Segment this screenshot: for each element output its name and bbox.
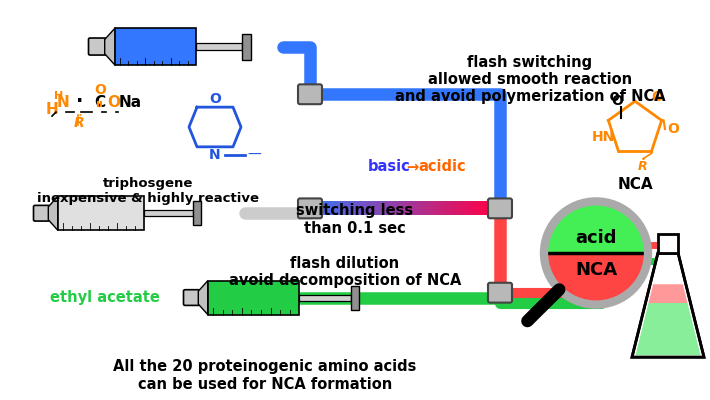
Text: acid: acid bbox=[575, 228, 617, 246]
FancyBboxPatch shape bbox=[33, 205, 50, 221]
Polygon shape bbox=[104, 28, 115, 65]
Bar bbox=[58, 196, 143, 230]
Text: H: H bbox=[46, 102, 59, 117]
FancyBboxPatch shape bbox=[488, 198, 512, 218]
Text: ethyl acetate: ethyl acetate bbox=[50, 290, 160, 305]
Text: O: O bbox=[94, 83, 106, 97]
Polygon shape bbox=[48, 196, 58, 230]
Text: →: → bbox=[406, 159, 418, 174]
Text: O: O bbox=[209, 92, 221, 106]
Polygon shape bbox=[635, 303, 701, 355]
Circle shape bbox=[544, 202, 648, 304]
FancyBboxPatch shape bbox=[298, 84, 322, 104]
Text: All the 20 proteinogenic amino acids
can be used for NCA formation: All the 20 proteinogenic amino acids can… bbox=[114, 359, 417, 392]
Text: O: O bbox=[107, 95, 120, 110]
Text: acidic: acidic bbox=[418, 159, 466, 174]
Bar bbox=[658, 234, 678, 253]
Wedge shape bbox=[547, 204, 645, 253]
Text: —: — bbox=[247, 148, 261, 162]
FancyBboxPatch shape bbox=[298, 198, 322, 218]
Polygon shape bbox=[648, 284, 687, 303]
Text: O: O bbox=[611, 94, 623, 108]
FancyBboxPatch shape bbox=[488, 283, 512, 303]
Text: flash switching
allowed smooth reaction
and avoid polymerization of NCA: flash switching allowed smooth reaction … bbox=[395, 54, 665, 104]
Bar bbox=[351, 286, 359, 310]
FancyBboxPatch shape bbox=[183, 290, 200, 306]
Text: flash dilution
avoid decomposition of NCA: flash dilution avoid decomposition of NC… bbox=[229, 256, 462, 288]
Bar bbox=[242, 34, 251, 60]
Bar bbox=[193, 202, 201, 225]
Text: Na: Na bbox=[119, 95, 142, 110]
Text: N: N bbox=[57, 95, 70, 110]
Text: basic: basic bbox=[368, 159, 411, 174]
FancyBboxPatch shape bbox=[89, 38, 106, 55]
Text: ·: · bbox=[76, 92, 83, 111]
Text: HN: HN bbox=[591, 130, 615, 144]
Text: Ṙ: Ṙ bbox=[638, 160, 648, 173]
Bar bbox=[208, 281, 299, 315]
Text: C: C bbox=[94, 95, 105, 110]
Text: switching less
than 0.1 sec: switching less than 0.1 sec bbox=[297, 203, 413, 236]
Bar bbox=[115, 28, 196, 65]
Text: NCA: NCA bbox=[617, 177, 652, 192]
Text: Ṙ: Ṙ bbox=[74, 116, 84, 130]
Polygon shape bbox=[632, 253, 704, 357]
Bar bbox=[196, 43, 242, 50]
Bar bbox=[299, 294, 351, 301]
Text: NCA: NCA bbox=[575, 260, 617, 278]
Polygon shape bbox=[198, 281, 208, 315]
Text: N: N bbox=[209, 148, 221, 162]
Text: triphosgene
inexpensive & highly reactive: triphosgene inexpensive & highly reactiv… bbox=[37, 177, 259, 205]
Text: O: O bbox=[667, 122, 679, 136]
Bar bbox=[143, 210, 193, 216]
Text: O: O bbox=[651, 90, 663, 104]
Wedge shape bbox=[547, 253, 645, 302]
Text: H: H bbox=[54, 91, 63, 101]
